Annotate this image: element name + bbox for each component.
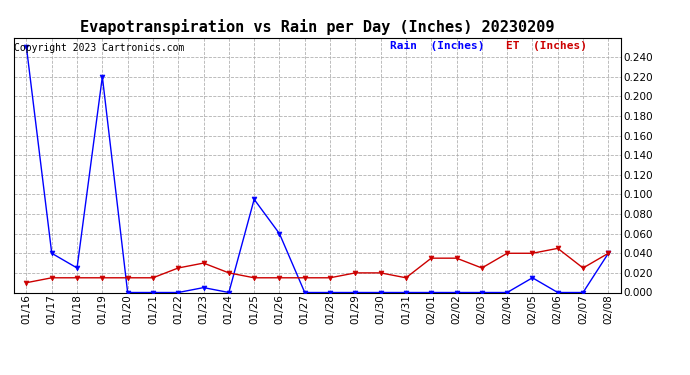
Text: Copyright 2023 Cartronics.com: Copyright 2023 Cartronics.com — [14, 43, 185, 52]
Text: ET  (Inches): ET (Inches) — [506, 41, 586, 51]
Text: Rain  (Inches): Rain (Inches) — [391, 41, 485, 51]
Title: Evapotranspiration vs Rain per Day (Inches) 20230209: Evapotranspiration vs Rain per Day (Inch… — [80, 19, 555, 35]
